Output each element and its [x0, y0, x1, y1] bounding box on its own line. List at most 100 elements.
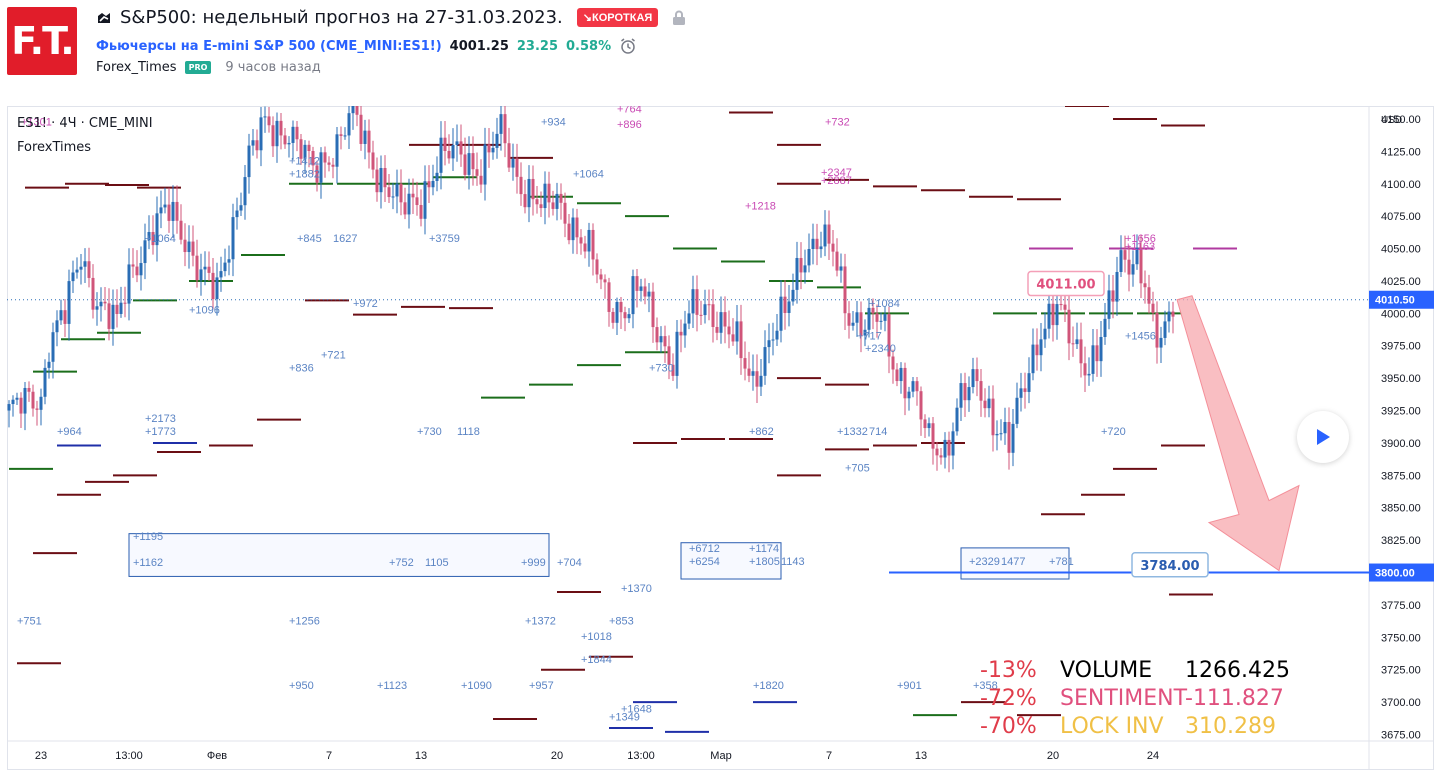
volume-label: +1456: [1125, 330, 1156, 342]
candle-body: [331, 164, 335, 167]
candle-body: [503, 114, 507, 144]
candle-body: [787, 301, 791, 313]
candle-body: [707, 304, 711, 306]
candle-body: [263, 116, 267, 118]
candle-body: [731, 334, 735, 342]
candle-body: [371, 152, 375, 170]
candle-body: [63, 310, 67, 324]
candle-body: [375, 169, 379, 193]
candle-body: [1099, 336, 1103, 362]
candle-body: [107, 303, 111, 329]
candle-body: [319, 152, 323, 183]
candle-body: [379, 168, 383, 193]
price-annotation: 3784.00: [1140, 559, 1199, 574]
symbol-code[interactable]: (CME_MINI:ES1!): [320, 38, 442, 54]
candle-body: [311, 150, 315, 166]
candle-body: [595, 259, 599, 275]
candle-body: [1163, 321, 1167, 338]
price-axis-tag-text: 3800.00: [1375, 568, 1415, 580]
candle-body: [951, 431, 955, 456]
volume-label: +1648: [621, 703, 652, 715]
volume-label: 1118: [457, 426, 480, 438]
candle-body: [827, 224, 831, 244]
candle-body: [335, 134, 339, 167]
candle-body: [1027, 373, 1031, 392]
forextimes-logo[interactable]: F.T.: [7, 7, 77, 75]
candle-body: [1063, 304, 1067, 310]
candle-body: [1115, 271, 1119, 302]
candle-body: [555, 193, 559, 209]
candle-body: [1135, 247, 1139, 265]
candle-body: [511, 158, 515, 168]
price-axis-tag-text: 4010.50: [1375, 295, 1415, 307]
volume-label: +1412: [289, 155, 320, 167]
candle-body: [355, 106, 359, 115]
price-annotation: 4011.00: [1036, 278, 1095, 293]
x-tick-label: 20: [1047, 750, 1059, 762]
stat-pct: -70%: [980, 714, 1037, 739]
y-tick-label: 4025.00: [1381, 276, 1421, 288]
candle-body: [803, 265, 807, 273]
candle-body: [1035, 344, 1039, 356]
candle-body: [599, 274, 603, 280]
symbol-link[interactable]: Фьючерсы на E-mini S&P 500 (CME_MINI:ES1…: [96, 39, 442, 54]
volume-label: +934: [541, 116, 566, 128]
y-tick-label: 3975.00: [1381, 341, 1421, 353]
candle-body: [891, 356, 895, 370]
candle-body: [127, 264, 131, 304]
y-tick-label: 3675.00: [1381, 730, 1421, 742]
candle-body: [655, 327, 659, 343]
price-chart[interactable]: USD 3675.00 3700.00 3725.00 3750.00 3775.00 38…: [7, 106, 1434, 770]
volume-label: +730: [417, 426, 442, 438]
short-badge: ↘КОРОТКАЯ: [576, 8, 659, 27]
volume-label: +1096: [189, 304, 220, 316]
stat-label: VOLUME: [1060, 658, 1153, 683]
candle-body: [111, 304, 115, 329]
alarm-clock-icon[interactable]: [619, 37, 637, 55]
candle-body: [99, 301, 103, 307]
candle-body: [431, 180, 435, 188]
author-name[interactable]: Forex_Times: [96, 60, 177, 75]
price-annotation-box: [1027, 270, 1105, 297]
candle-body: [363, 130, 367, 144]
candle-body: [159, 207, 163, 214]
candle-body: [695, 289, 699, 315]
candle-body: [67, 281, 71, 324]
candle-body: [167, 204, 171, 221]
candle-body: [195, 255, 199, 281]
volume-label: +1064: [573, 168, 604, 180]
x-tick-label: 20: [551, 750, 563, 762]
candle-body: [591, 229, 595, 260]
candle-body: [1091, 345, 1095, 374]
candle-body: [543, 183, 547, 209]
candle-body: [1159, 337, 1163, 348]
volume-label: +2340: [865, 343, 896, 355]
sentiment-label: +1163: [1125, 241, 1155, 253]
candle-body: [975, 369, 979, 382]
play-replay-button[interactable]: [1297, 411, 1349, 463]
symbol-name[interactable]: Фьючерсы на E-mini S&P 500: [96, 38, 316, 54]
stat-pct: -72%: [980, 686, 1037, 711]
candle-body: [1051, 303, 1055, 326]
candle-body: [979, 381, 983, 401]
volume-label: +1064: [145, 233, 176, 245]
candle-body: [19, 397, 23, 414]
candle-body: [299, 139, 303, 159]
candle-body: [123, 302, 127, 304]
sentiment-label: +764: [617, 106, 642, 115]
volume-label: +1018: [581, 631, 612, 643]
candle-body: [239, 205, 243, 211]
sentiment-label: +2347: [821, 167, 852, 179]
volume-label: +704: [557, 557, 582, 569]
candle-body: [607, 282, 611, 312]
volume-label: +836: [289, 363, 314, 375]
candle-body: [223, 262, 227, 272]
volume-label: +1256: [289, 615, 320, 627]
candle-body: [939, 455, 943, 458]
x-tick-label: 13:00: [115, 750, 143, 762]
candle-body: [59, 310, 63, 321]
candle-body: [339, 134, 343, 136]
candle-body: [187, 241, 191, 253]
candle-body: [895, 369, 899, 382]
price-axis-tag: [1369, 290, 1434, 309]
